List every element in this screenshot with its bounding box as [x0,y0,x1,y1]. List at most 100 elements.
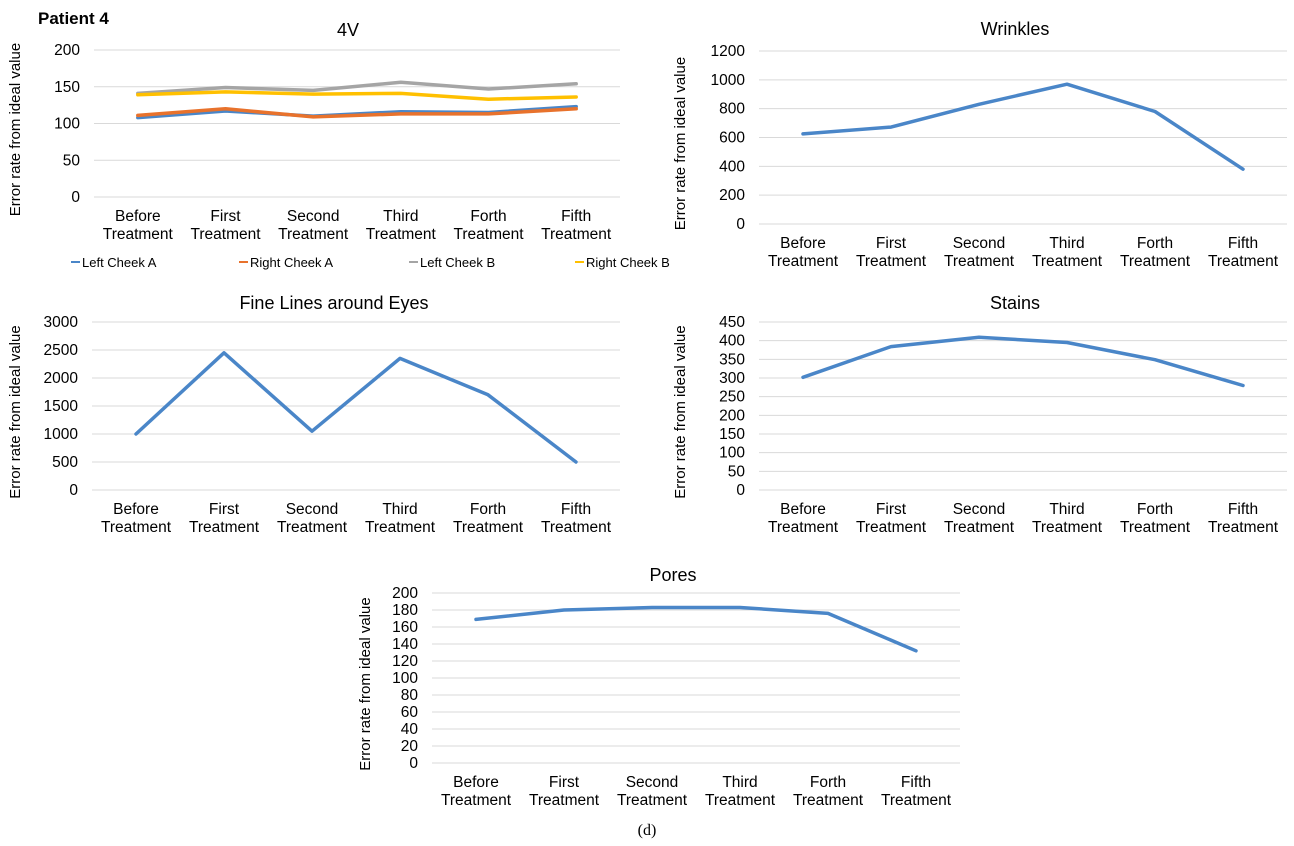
chart-4v: 0 50 100 150 200 Before Treatment First Treatmen… [7,20,670,270]
y-tick-label: 180 [392,602,418,619]
x-tick-label: First Treatment [190,208,261,243]
chart-title: Wrinkles [981,19,1050,39]
x-tick-label: First Treatment [856,235,927,270]
y-axis-label: Error rate from ideal value [7,43,24,216]
y-tick-label: 50 [728,463,746,480]
y-tick-label: 800 [719,101,745,118]
y-tick-label: 3000 [44,314,79,331]
x-tick-label: Fifth Treatment [1208,235,1279,270]
y-tick-label: 400 [719,333,745,350]
y-tick-label: 350 [719,351,745,368]
x-tick-label: Second Treatment [617,774,688,809]
figure-caption: (d) [637,822,657,839]
y-tick-label: 2000 [44,370,79,387]
y-tick-label: 150 [54,79,80,96]
x-tick-label: Fifth Treatment [541,208,612,243]
y-tick-label: 200 [54,42,80,59]
x-tick-label: Third Treatment [1032,235,1103,270]
y-tick-label: 300 [719,370,745,387]
x-tick-label: Before Treatment [103,208,174,243]
x-tick-label: Second Treatment [944,501,1015,536]
y-tick-label: 160 [392,619,418,636]
x-tick-label: Third Treatment [365,501,436,536]
x-tick-label: Forth Treatment [453,208,524,243]
x-tick-label: Fifth Treatment [541,501,612,536]
y-tick-label: 500 [52,454,78,471]
y-tick-label: 20 [401,738,419,755]
x-tick-label: Before Treatment [101,501,172,536]
y-tick-label: 100 [54,116,80,133]
y-tick-label: 200 [719,407,745,424]
y-tick-label: 0 [736,482,745,499]
y-tick-label: 1500 [44,398,79,415]
y-tick-label: 0 [71,189,80,206]
x-tick-label: Forth Treatment [1120,501,1191,536]
x-tick-label: First Treatment [529,774,600,809]
series-line [136,90,578,101]
y-tick-label: 120 [392,653,418,670]
legend-label: Left Cheek A [82,255,157,270]
y-tick-label: 50 [63,152,81,169]
x-tick-label: Before Treatment [441,774,512,809]
chart-wrinkles: 0 200 400 600 800 1000 1200 Before Treatment Firs… [672,19,1287,270]
chart-fine-lines: 0 500 1000 1500 2000 2500 3000 Before Treatment F… [7,293,620,536]
y-tick-label: 200 [392,585,418,602]
y-axis-label: Error rate from ideal value [672,57,689,230]
chart-title: Stains [990,293,1040,313]
y-tick-label: 0 [736,216,745,233]
y-tick-label: 600 [719,130,745,147]
x-tick-label: Fifth Treatment [881,774,952,809]
chart-title: 4V [337,20,359,40]
y-tick-label: 150 [719,426,745,443]
x-tick-label: Second Treatment [944,235,1015,270]
y-tick-label: 0 [69,482,78,499]
legend-label: Right Cheek A [250,255,333,270]
y-axis-label: Error rate from ideal value [7,325,24,498]
series-line [136,107,578,119]
y-tick-label: 200 [719,187,745,204]
x-tick-label: Forth Treatment [453,501,524,536]
series-line [134,351,578,464]
series-line [801,335,1245,388]
y-tick-label: 0 [409,755,418,772]
legend-label: Left Cheek B [420,255,495,270]
x-tick-label: Forth Treatment [793,774,864,809]
x-tick-label: Before Treatment [768,501,839,536]
series-line [136,80,578,96]
patient-label: Patient 4 [38,9,109,28]
y-tick-label: 2500 [44,342,79,359]
x-tick-label: Forth Treatment [1120,235,1191,270]
y-axis-label: Error rate from ideal value [672,325,689,498]
chart-title: Fine Lines around Eyes [239,293,428,313]
y-tick-label: 1000 [44,426,79,443]
y-tick-label: 100 [392,670,418,687]
x-tick-label: Second Treatment [277,501,348,536]
y-tick-label: 400 [719,158,745,175]
y-axis-label: Error rate from ideal value [357,597,374,770]
series-line [474,605,918,653]
y-tick-label: 1000 [711,72,746,89]
chart-title: Pores [649,565,696,585]
y-tick-label: 80 [401,687,419,704]
y-tick-label: 1200 [711,43,746,60]
x-tick-label: Second Treatment [278,208,349,243]
x-tick-label: Third Treatment [705,774,776,809]
y-tick-label: 40 [401,721,419,738]
y-tick-label: 250 [719,389,745,406]
y-tick-label: 60 [401,704,419,721]
x-tick-label: Before Treatment [768,235,839,270]
series-line [801,82,1245,171]
x-tick-label: Fifth Treatment [1208,501,1279,536]
y-tick-label: 100 [719,445,745,462]
legend: Left Cheek A Right Cheek A Left Cheek B Rig… [71,255,670,270]
x-tick-label: First Treatment [189,501,260,536]
x-tick-label: Third Treatment [1032,501,1103,536]
x-tick-label: Third Treatment [366,208,437,243]
y-tick-label: 140 [392,636,418,653]
y-tick-label: 450 [719,314,745,331]
legend-label: Right Cheek B [586,255,670,270]
x-tick-label: First Treatment [856,501,927,536]
